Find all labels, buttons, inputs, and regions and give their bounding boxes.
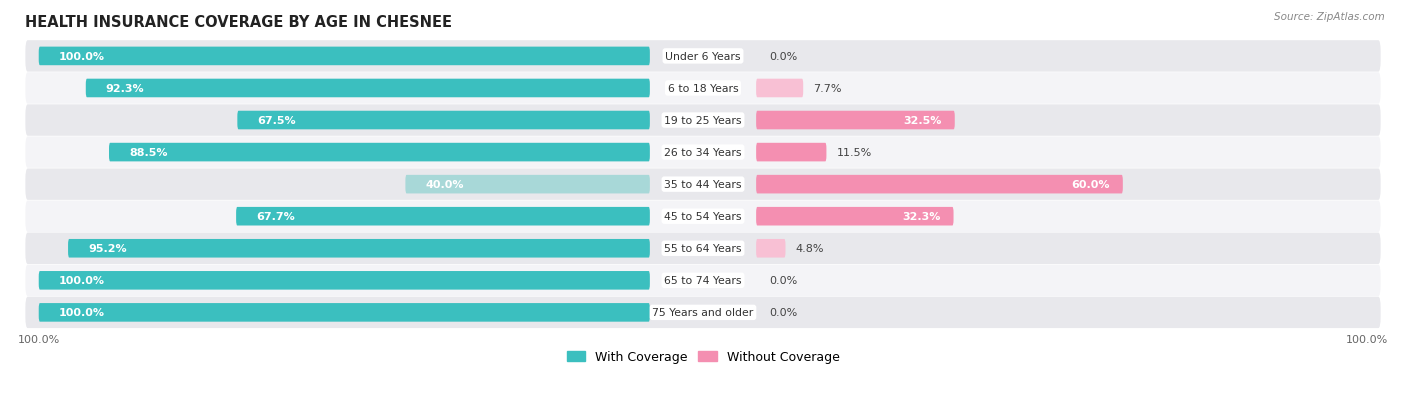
Text: 4.8%: 4.8% bbox=[796, 244, 824, 254]
FancyBboxPatch shape bbox=[39, 271, 650, 290]
FancyBboxPatch shape bbox=[39, 47, 650, 66]
Legend: With Coverage, Without Coverage: With Coverage, Without Coverage bbox=[561, 346, 845, 368]
Text: 60.0%: 60.0% bbox=[1071, 180, 1109, 190]
FancyBboxPatch shape bbox=[756, 176, 1123, 194]
Text: 26 to 34 Years: 26 to 34 Years bbox=[664, 148, 742, 158]
Text: 55 to 64 Years: 55 to 64 Years bbox=[664, 244, 742, 254]
Text: HEALTH INSURANCE COVERAGE BY AGE IN CHESNEE: HEALTH INSURANCE COVERAGE BY AGE IN CHES… bbox=[25, 15, 453, 30]
Text: 35 to 44 Years: 35 to 44 Years bbox=[664, 180, 742, 190]
FancyBboxPatch shape bbox=[25, 137, 1381, 169]
Text: 40.0%: 40.0% bbox=[426, 180, 464, 190]
FancyBboxPatch shape bbox=[86, 79, 650, 98]
Text: 75 Years and older: 75 Years and older bbox=[652, 308, 754, 318]
Text: 65 to 74 Years: 65 to 74 Years bbox=[664, 275, 742, 286]
Text: 100.0%: 100.0% bbox=[59, 275, 104, 286]
FancyBboxPatch shape bbox=[25, 169, 1381, 200]
FancyBboxPatch shape bbox=[756, 240, 786, 258]
Text: 95.2%: 95.2% bbox=[89, 244, 127, 254]
Text: 45 to 54 Years: 45 to 54 Years bbox=[664, 212, 742, 222]
Text: 7.7%: 7.7% bbox=[813, 84, 842, 94]
FancyBboxPatch shape bbox=[25, 41, 1381, 72]
Text: 92.3%: 92.3% bbox=[105, 84, 145, 94]
FancyBboxPatch shape bbox=[39, 303, 650, 322]
Text: 67.5%: 67.5% bbox=[257, 116, 295, 126]
Text: 0.0%: 0.0% bbox=[769, 308, 797, 318]
FancyBboxPatch shape bbox=[756, 112, 955, 130]
FancyBboxPatch shape bbox=[25, 233, 1381, 264]
FancyBboxPatch shape bbox=[25, 105, 1381, 136]
Text: 0.0%: 0.0% bbox=[769, 275, 797, 286]
Text: 32.3%: 32.3% bbox=[901, 212, 941, 222]
FancyBboxPatch shape bbox=[110, 143, 650, 162]
Text: 67.7%: 67.7% bbox=[256, 212, 295, 222]
Text: 88.5%: 88.5% bbox=[129, 148, 167, 158]
Text: Source: ZipAtlas.com: Source: ZipAtlas.com bbox=[1274, 12, 1385, 22]
Text: 32.5%: 32.5% bbox=[903, 116, 942, 126]
FancyBboxPatch shape bbox=[25, 265, 1381, 296]
FancyBboxPatch shape bbox=[236, 207, 650, 226]
FancyBboxPatch shape bbox=[25, 297, 1381, 328]
Text: 100.0%: 100.0% bbox=[59, 52, 104, 62]
FancyBboxPatch shape bbox=[67, 240, 650, 258]
FancyBboxPatch shape bbox=[25, 201, 1381, 233]
Text: 0.0%: 0.0% bbox=[769, 52, 797, 62]
Text: 19 to 25 Years: 19 to 25 Years bbox=[664, 116, 742, 126]
FancyBboxPatch shape bbox=[756, 79, 803, 98]
FancyBboxPatch shape bbox=[405, 176, 650, 194]
FancyBboxPatch shape bbox=[25, 73, 1381, 104]
Text: 11.5%: 11.5% bbox=[837, 148, 872, 158]
Text: Under 6 Years: Under 6 Years bbox=[665, 52, 741, 62]
FancyBboxPatch shape bbox=[756, 143, 827, 162]
FancyBboxPatch shape bbox=[756, 207, 953, 226]
Text: 100.0%: 100.0% bbox=[59, 308, 104, 318]
Text: 6 to 18 Years: 6 to 18 Years bbox=[668, 84, 738, 94]
FancyBboxPatch shape bbox=[238, 112, 650, 130]
